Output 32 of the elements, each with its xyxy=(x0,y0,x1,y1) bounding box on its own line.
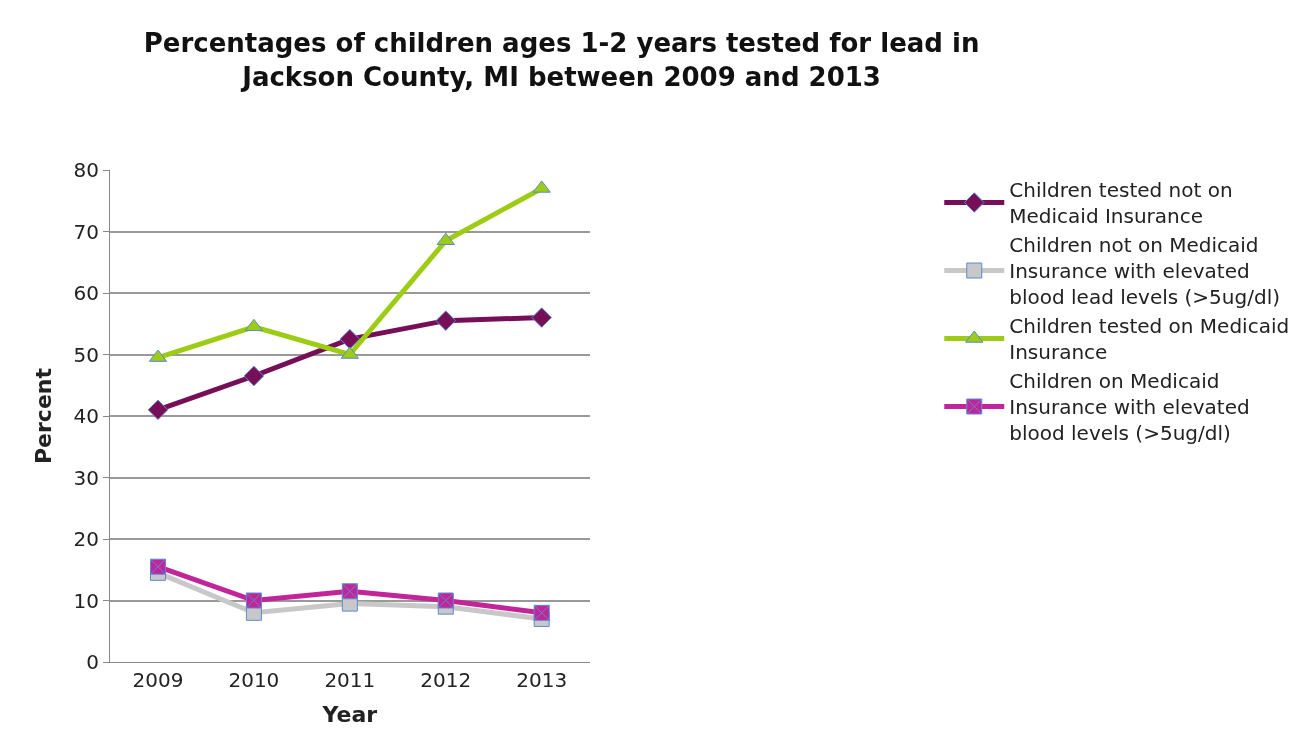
y-tick-label: 30 xyxy=(73,465,99,490)
legend-label: Children on Medicaid Insurance with elevated blood levels (>5ug/dl) xyxy=(1009,369,1250,446)
legend-label: Children tested not on Medicaid Insurance xyxy=(1009,178,1233,229)
x-axis-title: Year xyxy=(321,701,378,727)
legend-label: Children not on Medicaid Insurance with elevated blood lead levels (>5ug/dl) xyxy=(1009,233,1280,310)
point xyxy=(341,583,358,600)
y-axis-title: Percent xyxy=(31,367,57,465)
x-tick-label: 2011 xyxy=(324,668,376,692)
y-tick-label: 80 xyxy=(73,158,99,182)
x-tick-label: 2013 xyxy=(516,668,568,692)
y-tick-label: 50 xyxy=(73,342,99,367)
point xyxy=(435,310,457,331)
point xyxy=(531,307,552,328)
x-tick-label: 2009 xyxy=(132,668,184,692)
y-tick-label: 0 xyxy=(86,650,99,674)
point xyxy=(437,592,454,609)
y-tick-label: 70 xyxy=(73,219,99,244)
y-tick-label: 20 xyxy=(73,527,99,551)
point xyxy=(243,365,265,387)
y-tick-label: 40 xyxy=(73,404,99,428)
point xyxy=(147,399,169,421)
x-tick-label: 2010 xyxy=(228,668,280,692)
chart-title: Percentages of children ages 1-2 years tested for lead in Jackson County, MI between 2009 and 2013 xyxy=(143,27,980,92)
legend-label: Children tested on Medicaid Insurance xyxy=(1009,314,1290,365)
y-tick-label: 60 xyxy=(73,281,99,305)
point xyxy=(149,558,166,575)
point xyxy=(245,592,262,609)
point xyxy=(244,318,264,332)
point xyxy=(533,604,550,621)
point xyxy=(339,328,361,350)
y-tick-label: 10 xyxy=(73,588,99,613)
x-tick-label: 2012 xyxy=(420,668,472,692)
